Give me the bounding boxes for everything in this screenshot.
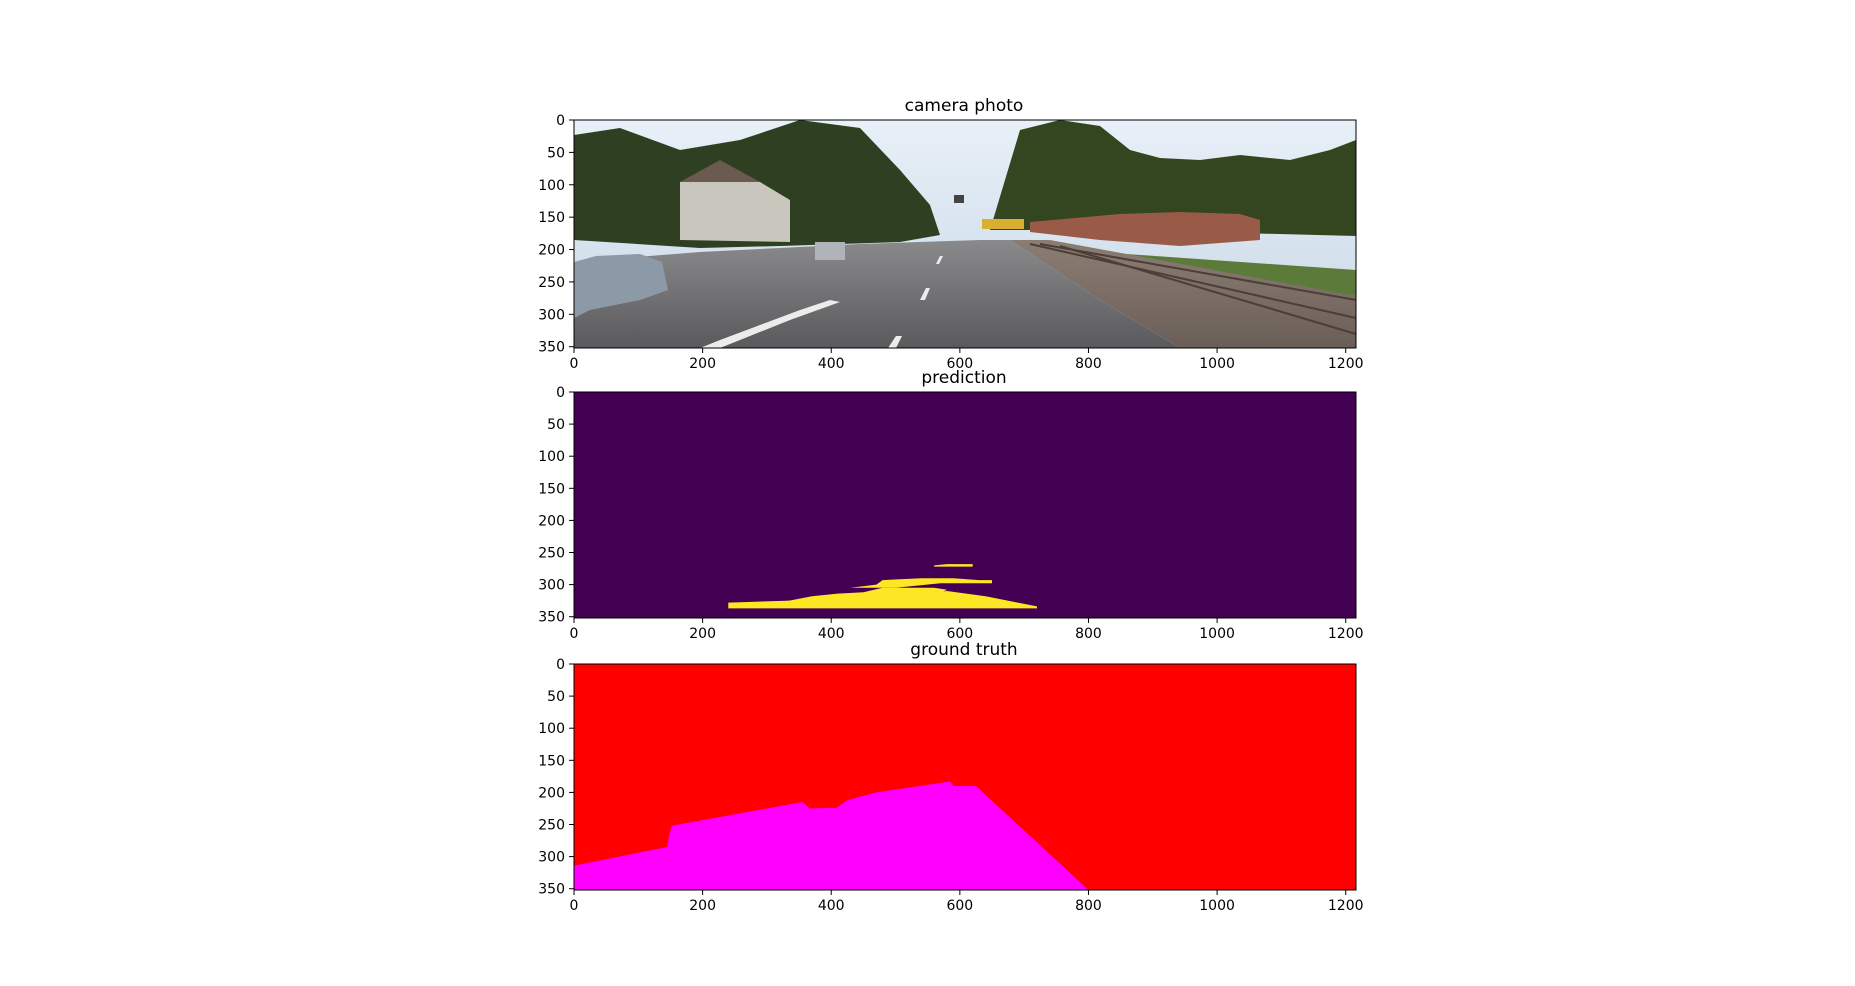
- x-tick-label: 1000: [1199, 626, 1235, 642]
- camera-photo-image: [574, 120, 1357, 348]
- x-tick-label: 600: [946, 626, 973, 642]
- panel-camera-photo: camera photo 0 200 400 600 800 1000 1200 0 50 100…: [538, 96, 1363, 372]
- title-camera-photo: camera photo: [905, 96, 1024, 116]
- y-tick-label: 300: [538, 850, 565, 866]
- panel-ground-truth: ground truth 0 200 400 600 800 1000 1200 0 50 100…: [538, 640, 1363, 914]
- region-class-0: [728, 591, 1037, 609]
- y-tick-label: 50: [547, 417, 565, 433]
- region-class-3: [934, 564, 973, 567]
- axis-ground-truth: 0 200 400 600 800 1000 1200 0 50 100 150 200 250 300 3…: [538, 657, 1363, 914]
- y-tick-label: 100: [538, 178, 565, 194]
- region-class-1: [786, 587, 947, 602]
- ground-truth-regions: [574, 781, 1089, 890]
- y-tick-label: 350: [538, 610, 565, 626]
- x-tick-label: 600: [946, 356, 973, 372]
- prediction-regions: [728, 564, 1037, 609]
- y-tick-label: 0: [556, 113, 565, 129]
- y-tick-label: 350: [538, 340, 565, 356]
- axes-frame-prediction: [573, 391, 1357, 619]
- y-tick-label: 250: [538, 275, 565, 291]
- y-tick-label: 50: [547, 145, 565, 161]
- x-tick-label: 800: [1075, 356, 1102, 372]
- x-tick-label: 0: [570, 626, 579, 642]
- y-tick-label: 200: [538, 243, 565, 259]
- x-tick-label: 0: [570, 356, 579, 372]
- prediction-background: [574, 392, 1356, 618]
- y-tick-label: 50: [547, 689, 565, 705]
- y-tick-label: 100: [538, 721, 565, 737]
- x-tick-label: 200: [689, 626, 716, 642]
- y-tick-label: 0: [556, 385, 565, 401]
- x-tick-label: 200: [689, 898, 716, 914]
- title-ground-truth: ground truth: [910, 640, 1017, 660]
- y-tick-label: 150: [538, 753, 565, 769]
- y-tick-label: 200: [538, 513, 565, 529]
- axes-frame-camera-photo: [573, 119, 1357, 349]
- y-tick-label: 200: [538, 785, 565, 801]
- x-tick-label: 1200: [1328, 356, 1364, 372]
- panel-prediction: prediction 0 200 400 600 800 1000 1200 0 50 100 15…: [538, 368, 1363, 642]
- y-tick-label: 350: [538, 882, 565, 898]
- region-class-2: [850, 578, 992, 588]
- y-tick-label: 150: [538, 210, 565, 226]
- y-tick-label: 250: [538, 546, 565, 562]
- x-tick-label: 400: [818, 898, 845, 914]
- axis-camera-photo: 0 200 400 600 800 1000 1200 0 50 100 150 200 250 300 3…: [538, 113, 1363, 372]
- x-tick-label: 1000: [1199, 356, 1235, 372]
- x-tick-label: 400: [818, 626, 845, 642]
- x-tick-label: 600: [946, 898, 973, 914]
- y-tick-label: 150: [538, 481, 565, 497]
- x-tick-label: 1200: [1328, 898, 1364, 914]
- y-tick-label: 300: [538, 578, 565, 594]
- region-road-0: [574, 781, 1089, 890]
- y-tick-label: 250: [538, 818, 565, 834]
- x-tick-label: 1200: [1328, 626, 1364, 642]
- x-tick-label: 0: [570, 898, 579, 914]
- x-tick-label: 1000: [1199, 898, 1235, 914]
- x-tick-label: 800: [1075, 898, 1102, 914]
- y-tick-label: 100: [538, 449, 565, 465]
- axis-prediction: 0 200 400 600 800 1000 1200 0 50 100 150 200 250 300 3…: [538, 385, 1363, 642]
- y-tick-label: 0: [556, 657, 565, 673]
- y-tick-label: 300: [538, 307, 565, 323]
- x-tick-label: 800: [1075, 626, 1102, 642]
- x-tick-label: 400: [818, 356, 845, 372]
- axes-frame-ground-truth: [573, 663, 1357, 891]
- title-prediction: prediction: [921, 368, 1006, 388]
- x-tick-label: 200: [689, 356, 716, 372]
